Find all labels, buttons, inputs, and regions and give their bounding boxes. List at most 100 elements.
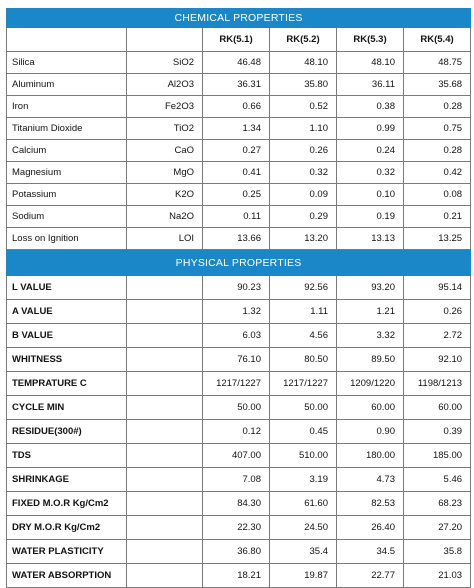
column-header: RK(5.4)	[402, 27, 472, 52]
chemical-row: Loss on Ignition LOI 13.66 13.20 13.13 13.25	[6, 227, 472, 250]
value-cell: 21.03	[402, 563, 472, 588]
value-cell: 1.21	[336, 299, 404, 324]
value-cell: 36.31	[202, 73, 270, 96]
value-cell: 4.56	[269, 323, 337, 348]
value-cell: 68.23	[402, 491, 472, 516]
chemical-symbol: SiO2	[126, 51, 203, 74]
value-cell: 185.00	[402, 443, 472, 468]
properties-table-body: CHEMICAL PROPERTIES RK(5.1) RK(5.2) RK(5…	[5, 8, 472, 588]
chemical-row: Sodium Na2O 0.11 0.29 0.19 0.21	[6, 205, 472, 228]
chemical-row: Titanium Dioxide TiO2 1.34 1.10 0.99 0.75	[6, 117, 472, 140]
value-cell: 18.21	[202, 563, 270, 588]
value-cell: 0.32	[269, 161, 337, 184]
blank-cell	[126, 491, 203, 516]
chemical-symbol: MgO	[126, 161, 203, 184]
property-name: L VALUE	[6, 275, 127, 300]
value-cell: 95.14	[402, 275, 472, 300]
property-name: Magnesium	[6, 161, 127, 184]
value-cell: 0.21	[402, 205, 472, 228]
chemical-row: Iron Fe2O3 0.66 0.52 0.38 0.28	[6, 95, 472, 118]
property-name: FIXED M.O.R Kg/Cm2	[6, 491, 127, 516]
value-cell: 50.00	[202, 395, 270, 420]
property-name: RESIDUE(300#)	[6, 419, 127, 444]
physical-row: B VALUE 6.03 4.56 3.32 2.72	[6, 323, 472, 348]
chemical-row: Aluminum Al2O3 36.31 35.80 36.11 35.68	[6, 73, 472, 96]
value-cell: 0.09	[269, 183, 337, 206]
value-cell: 89.50	[336, 347, 404, 372]
value-cell: 92.56	[269, 275, 337, 300]
property-name: TDS	[6, 443, 127, 468]
physical-properties-band: PHYSICAL PROPERTIES	[5, 249, 472, 276]
value-cell: 26.40	[336, 515, 404, 540]
value-cell: 4.73	[336, 467, 404, 492]
value-cell: 90.23	[202, 275, 270, 300]
property-name: WHITNESS	[6, 347, 127, 372]
header-blank-cell	[126, 27, 203, 52]
value-cell: 61.60	[269, 491, 337, 516]
value-cell: 22.77	[336, 563, 404, 588]
value-cell: 0.32	[336, 161, 404, 184]
blank-cell	[126, 515, 203, 540]
physical-row: TEMPRATURE C 1217/1227 1217/1227 1209/1220 1…	[6, 371, 472, 396]
value-cell: 0.28	[402, 139, 472, 162]
value-cell: 0.24	[336, 139, 404, 162]
value-cell: 36.80	[202, 539, 270, 564]
value-cell: 80.50	[269, 347, 337, 372]
property-name: Aluminum	[6, 73, 127, 96]
property-name: Silica	[6, 51, 127, 74]
value-cell: 5.46	[402, 467, 472, 492]
value-cell: 3.32	[336, 323, 404, 348]
blank-cell	[126, 347, 203, 372]
value-cell: 3.19	[269, 467, 337, 492]
column-header: RK(5.1)	[202, 27, 270, 52]
value-cell: 48.10	[269, 51, 337, 74]
property-name: A VALUE	[6, 299, 127, 324]
blank-cell	[126, 563, 203, 588]
value-cell: 0.26	[402, 299, 472, 324]
property-name: CYCLE MIN	[6, 395, 127, 420]
value-cell: 1.34	[202, 117, 270, 140]
value-cell: 0.42	[402, 161, 472, 184]
blank-cell	[126, 443, 203, 468]
value-cell: 93.20	[336, 275, 404, 300]
chemical-row: Silica SiO2 46.48 48.10 48.10 48.75	[6, 51, 472, 74]
value-cell: 0.29	[269, 205, 337, 228]
physical-row: WHITNESS 76.10 80.50 89.50 92.10	[6, 347, 472, 372]
chemical-properties-band: CHEMICAL PROPERTIES	[5, 8, 472, 28]
value-cell: 1198/1213	[402, 371, 472, 396]
value-cell: 24.50	[269, 515, 337, 540]
value-cell: 407.00	[202, 443, 270, 468]
chemical-symbol: LOI	[126, 227, 203, 250]
value-cell: 13.25	[402, 227, 472, 250]
value-cell: 180.00	[336, 443, 404, 468]
value-cell: 27.20	[402, 515, 472, 540]
value-cell: 1217/1227	[202, 371, 270, 396]
value-cell: 0.41	[202, 161, 270, 184]
physical-row: SHRINKAGE 7.08 3.19 4.73 5.46	[6, 467, 472, 492]
properties-sheet: CHEMICAL PROPERTIES RK(5.1) RK(5.2) RK(5…	[5, 8, 472, 588]
value-cell: 82.53	[336, 491, 404, 516]
value-cell: 0.25	[202, 183, 270, 206]
value-cell: 92.10	[402, 347, 472, 372]
value-cell: 0.26	[269, 139, 337, 162]
value-cell: 0.12	[202, 419, 270, 444]
value-cell: 84.30	[202, 491, 270, 516]
chemical-symbol: CaO	[126, 139, 203, 162]
chemical-symbol: Fe2O3	[126, 95, 203, 118]
chemical-properties-title: CHEMICAL PROPERTIES	[5, 8, 472, 28]
value-cell: 0.27	[202, 139, 270, 162]
physical-properties-title: PHYSICAL PROPERTIES	[5, 249, 472, 276]
physical-row: TDS 407.00 510.00 180.00 185.00	[6, 443, 472, 468]
value-cell: 2.72	[402, 323, 472, 348]
value-cell: 13.66	[202, 227, 270, 250]
property-name: Sodium	[6, 205, 127, 228]
value-cell: 510.00	[269, 443, 337, 468]
value-cell: 35.80	[269, 73, 337, 96]
property-name: WATER PLASTICITY	[6, 539, 127, 564]
value-cell: 0.52	[269, 95, 337, 118]
value-cell: 0.75	[402, 117, 472, 140]
column-header-row: RK(5.1) RK(5.2) RK(5.3) RK(5.4)	[6, 27, 472, 52]
physical-row: FIXED M.O.R Kg/Cm2 84.30 61.60 82.53 68.23	[6, 491, 472, 516]
value-cell: 0.28	[402, 95, 472, 118]
physical-row: WATER PLASTICITY 36.80 35.4 34.5 35.8	[6, 539, 472, 564]
